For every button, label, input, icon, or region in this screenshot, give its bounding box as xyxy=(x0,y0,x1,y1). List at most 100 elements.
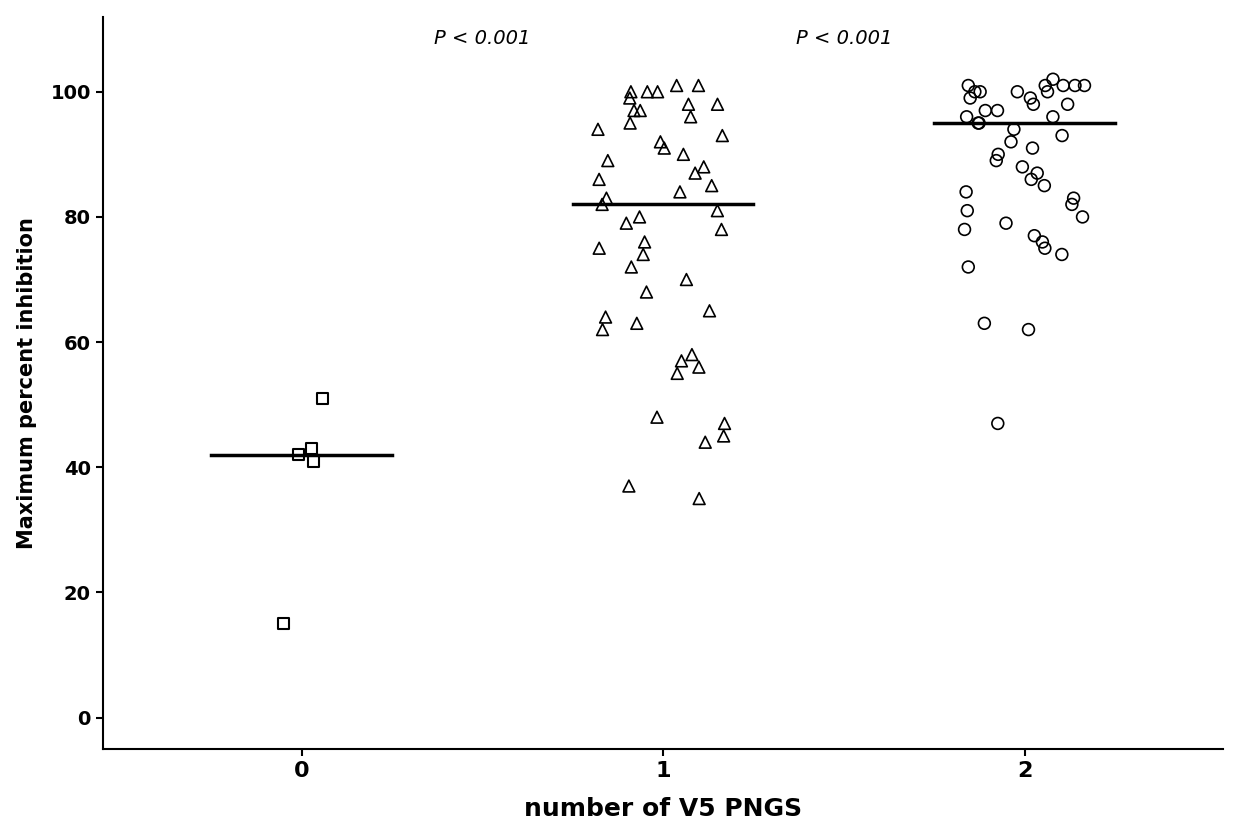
Point xyxy=(651,135,671,148)
Point xyxy=(630,104,650,117)
Point xyxy=(957,110,977,123)
Point xyxy=(589,241,609,255)
Point xyxy=(667,367,687,380)
Point xyxy=(987,104,1007,117)
Point xyxy=(620,116,640,130)
Point xyxy=(681,110,701,123)
Point xyxy=(1043,110,1063,123)
Point xyxy=(956,185,976,199)
Point xyxy=(1035,241,1055,255)
Point xyxy=(667,79,687,92)
Point xyxy=(959,79,978,92)
Point xyxy=(593,198,613,211)
Point xyxy=(1023,97,1043,111)
Point xyxy=(686,167,706,180)
Point xyxy=(957,204,977,217)
Point xyxy=(624,104,644,117)
Point xyxy=(712,223,732,236)
Point xyxy=(955,223,975,236)
Point xyxy=(960,91,980,105)
X-axis label: number of V5 PNGS: number of V5 PNGS xyxy=(525,797,802,821)
Point xyxy=(1018,323,1038,336)
Point xyxy=(714,416,734,430)
Point xyxy=(312,391,332,405)
Point xyxy=(968,116,988,130)
Point xyxy=(304,454,324,468)
Point xyxy=(682,348,702,361)
Point xyxy=(689,492,709,505)
Point xyxy=(621,85,641,99)
Point xyxy=(1053,79,1073,92)
Point xyxy=(688,79,708,92)
Point xyxy=(970,116,990,130)
Point xyxy=(702,179,722,193)
Point xyxy=(689,360,709,374)
Point xyxy=(1058,97,1078,111)
Point xyxy=(1034,179,1054,193)
Point xyxy=(988,147,1008,161)
Point xyxy=(595,310,615,323)
Point xyxy=(647,411,667,424)
Point xyxy=(1038,85,1058,99)
Text: P < 0.001: P < 0.001 xyxy=(796,29,892,48)
Point xyxy=(976,104,996,117)
Point xyxy=(1027,167,1047,180)
Point xyxy=(678,97,698,111)
Point xyxy=(988,416,1008,430)
Point xyxy=(965,85,985,99)
Point xyxy=(589,173,609,186)
Point xyxy=(1061,198,1081,211)
Point xyxy=(636,285,656,298)
Point xyxy=(672,354,692,368)
Point xyxy=(647,85,667,99)
Point xyxy=(619,479,639,493)
Point xyxy=(1075,79,1095,92)
Point xyxy=(598,154,618,168)
Point xyxy=(1064,191,1084,204)
Y-axis label: Maximum percent inhibition: Maximum percent inhibition xyxy=(16,217,37,549)
Point xyxy=(708,204,728,217)
Point xyxy=(714,429,734,442)
Point xyxy=(593,323,613,336)
Point xyxy=(1052,248,1071,261)
Point xyxy=(1022,173,1042,186)
Point xyxy=(273,617,293,630)
Point xyxy=(596,191,616,204)
Point xyxy=(621,261,641,274)
Point xyxy=(970,85,990,99)
Point xyxy=(620,91,640,105)
Text: P < 0.001: P < 0.001 xyxy=(434,29,531,48)
Point xyxy=(1023,142,1043,155)
Point xyxy=(1001,135,1021,148)
Point xyxy=(694,160,714,173)
Point xyxy=(588,122,608,136)
Point xyxy=(696,436,715,449)
Point xyxy=(1021,91,1040,105)
Point xyxy=(1065,79,1085,92)
Point xyxy=(1073,210,1092,224)
Point xyxy=(635,235,655,249)
Point xyxy=(1053,129,1073,142)
Point xyxy=(1004,122,1024,136)
Point xyxy=(1043,73,1063,86)
Point xyxy=(670,185,689,199)
Point xyxy=(630,210,650,224)
Point xyxy=(975,317,994,330)
Point xyxy=(655,142,675,155)
Point xyxy=(996,216,1016,230)
Point xyxy=(677,273,697,287)
Point xyxy=(959,261,978,274)
Point xyxy=(1007,85,1027,99)
Point xyxy=(627,317,647,330)
Point xyxy=(1012,160,1032,173)
Point xyxy=(301,442,321,455)
Point xyxy=(1024,229,1044,242)
Point xyxy=(634,248,653,261)
Point xyxy=(616,216,636,230)
Point xyxy=(637,85,657,99)
Point xyxy=(713,129,733,142)
Point xyxy=(1035,79,1055,92)
Point xyxy=(289,448,309,462)
Point xyxy=(986,154,1006,168)
Point xyxy=(673,147,693,161)
